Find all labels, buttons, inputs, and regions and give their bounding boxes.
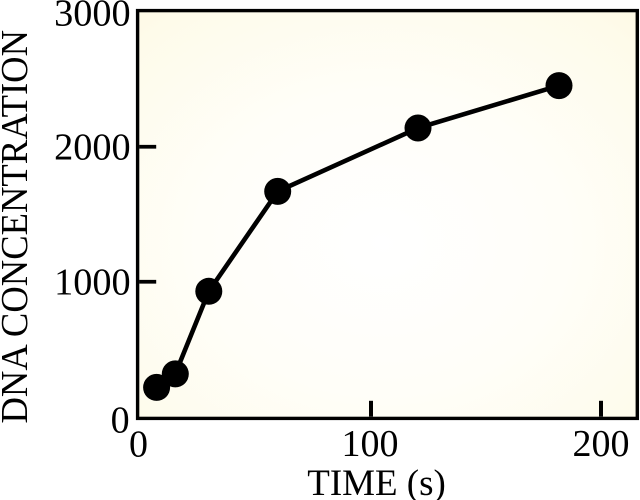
svg-text:TIME (s): TIME (s): [307, 463, 446, 500]
svg-text:3000: 3000: [54, 0, 131, 35]
svg-text:0: 0: [111, 399, 130, 441]
svg-text:0: 0: [129, 424, 148, 466]
svg-text:2000: 2000: [54, 127, 131, 169]
svg-text:100: 100: [342, 423, 399, 465]
svg-text:1000: 1000: [54, 262, 131, 304]
svg-text:200: 200: [573, 423, 630, 465]
svg-text:DNA CONCENTRATION: DNA CONCENTRATION: [0, 30, 36, 424]
